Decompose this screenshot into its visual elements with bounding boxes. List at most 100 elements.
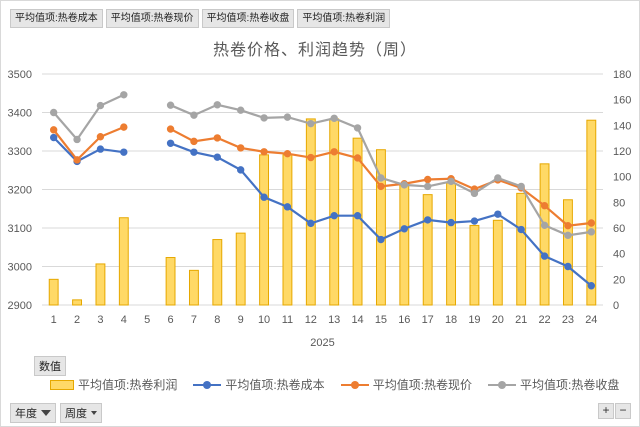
y-right-tick-label: 20 (613, 274, 625, 286)
x-tick-label: 3 (97, 314, 103, 326)
x-tick-label: 11 (282, 314, 293, 326)
series-point (377, 174, 385, 182)
y-right-tick-label: 40 (613, 249, 625, 261)
series-point (96, 133, 105, 141)
bar (399, 182, 410, 306)
y-right-tick-label: 120 (613, 146, 631, 158)
series-point (517, 225, 525, 234)
x-tick-label: 23 (562, 314, 574, 326)
x-tick-label: 9 (238, 314, 244, 326)
legend-label-close: 平均值项:热卷收盘 (520, 378, 620, 392)
series-point (330, 211, 338, 220)
x-tick-label: 18 (445, 314, 457, 326)
axis-field-buttons: 年度 周度 (10, 403, 102, 423)
x-tick-label: 16 (398, 314, 410, 326)
series-point (447, 218, 455, 227)
legend-label-cost: 平均值项:热卷成本 (225, 378, 325, 392)
bar (235, 232, 246, 306)
series-point (540, 221, 549, 230)
series-point (260, 114, 268, 122)
series-point (470, 189, 479, 198)
series-point (307, 119, 315, 128)
series-point (494, 210, 502, 218)
series-point (49, 108, 58, 117)
year-filter-button[interactable]: 年度 (10, 403, 56, 423)
series-point (400, 225, 409, 233)
bar (375, 149, 386, 306)
field-button-profit[interactable]: 平均值项:热卷利润 (297, 9, 391, 28)
series-point (166, 139, 175, 148)
series-line (52, 93, 125, 142)
y-left-tick-label: 2900 (8, 300, 32, 312)
x-tick-label: 24 (585, 314, 597, 326)
series-point (213, 134, 222, 142)
y-left-tick-label: 3400 (8, 108, 32, 120)
bar (48, 278, 59, 306)
chart-title: 热卷价格、利润趋势（周） (212, 42, 417, 59)
bar (118, 217, 129, 306)
bar (282, 154, 293, 306)
series-point (587, 282, 596, 290)
bar (492, 219, 503, 306)
series-point (423, 216, 432, 224)
legend-item-cost: 平均值项:热卷成本 (193, 376, 325, 393)
series-point (283, 113, 292, 121)
series-point (73, 135, 81, 144)
x-tick-label: 20 (492, 314, 504, 326)
series-point (166, 101, 175, 109)
bar (539, 163, 550, 306)
collapse-button[interactable]: − (615, 403, 631, 419)
x-tick-label: 15 (375, 314, 387, 326)
series-point (330, 148, 338, 156)
field-button-close[interactable]: 平均值项:热卷收盘 (201, 9, 295, 28)
series-point (96, 101, 105, 110)
series-point (447, 177, 455, 186)
series-point (260, 148, 268, 156)
x-tick-label: 7 (191, 314, 197, 326)
x-tick-label: 17 (422, 314, 434, 326)
week-filter-button[interactable]: 周度 (60, 403, 102, 423)
series-point (517, 182, 525, 191)
expand-button[interactable]: + (598, 403, 614, 419)
y-right-tick-label: 140 (613, 120, 631, 132)
series-point (283, 203, 292, 211)
y-right-tick-label: 100 (613, 172, 631, 184)
legend-label-spot: 平均值项:热卷现价 (372, 378, 473, 392)
series-point (587, 219, 596, 227)
series-point (213, 101, 222, 109)
series-point (353, 154, 362, 162)
series-point (564, 231, 572, 240)
legend-label-profit: 平均值项:热卷利润 (78, 378, 178, 392)
y-right-tick-label: 180 (613, 69, 631, 81)
chart-legend: 平均值项:热卷利润 平均值项:热卷成本 平均值项:热卷现价 平均值项:热卷收盘 (50, 376, 635, 393)
x-tick-label: 5 (144, 314, 150, 326)
y-left-tick-label: 3300 (8, 146, 32, 158)
y-right-tick-label: 0 (613, 300, 619, 312)
y-right-tick-label: 60 (613, 223, 625, 235)
bar (72, 299, 83, 306)
series-point (49, 126, 58, 134)
bar (188, 269, 199, 306)
legend-swatch-cost (193, 380, 222, 390)
x-tick-label: 12 (305, 314, 317, 326)
bar (95, 263, 106, 306)
year-filter-label: 年度 (15, 408, 37, 420)
series-point (564, 221, 572, 230)
bar (586, 119, 597, 306)
series-point (236, 166, 245, 174)
series-point (190, 148, 198, 156)
field-button-spot[interactable]: 平均值项:热卷现价 (105, 9, 199, 28)
series-point (377, 182, 385, 191)
legend-item-close: 平均值项:热卷收盘 (488, 376, 619, 393)
values-field-button[interactable]: 数值 (34, 356, 66, 376)
bar (422, 194, 433, 306)
chevron-down-icon (91, 411, 97, 415)
field-button-cost[interactable]: 平均值项:热卷成本 (10, 9, 103, 28)
series-point (283, 149, 292, 158)
x-tick-label: 4 (121, 314, 127, 326)
series-line (52, 136, 124, 163)
x-group-label: 2025 (310, 337, 334, 349)
series-point (96, 145, 105, 153)
funnel-filter-icon (41, 410, 51, 416)
series-point (120, 91, 128, 99)
